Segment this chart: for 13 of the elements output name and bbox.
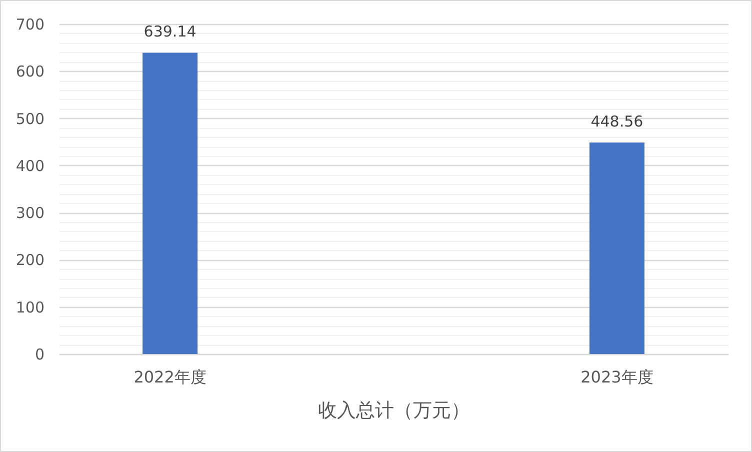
y-tick-label: 300 — [16, 204, 44, 222]
x-tick-label: 2023年度 — [580, 368, 654, 386]
data-label: 448.56 — [590, 112, 644, 131]
y-tick-label: 200 — [16, 251, 44, 270]
y-tick-label: 500 — [16, 110, 44, 128]
y-tick-label: 400 — [16, 156, 44, 175]
data-label: 639.14 — [144, 22, 196, 41]
x-axis-title: 收入总计（万元） — [318, 400, 470, 422]
x-tick-label: 2022年度 — [134, 368, 206, 386]
y-tick-label: 600 — [16, 62, 44, 81]
y-tick-label: 100 — [16, 298, 44, 316]
y-tick-label: 0 — [34, 346, 44, 364]
y-tick-label: 700 — [16, 16, 44, 34]
